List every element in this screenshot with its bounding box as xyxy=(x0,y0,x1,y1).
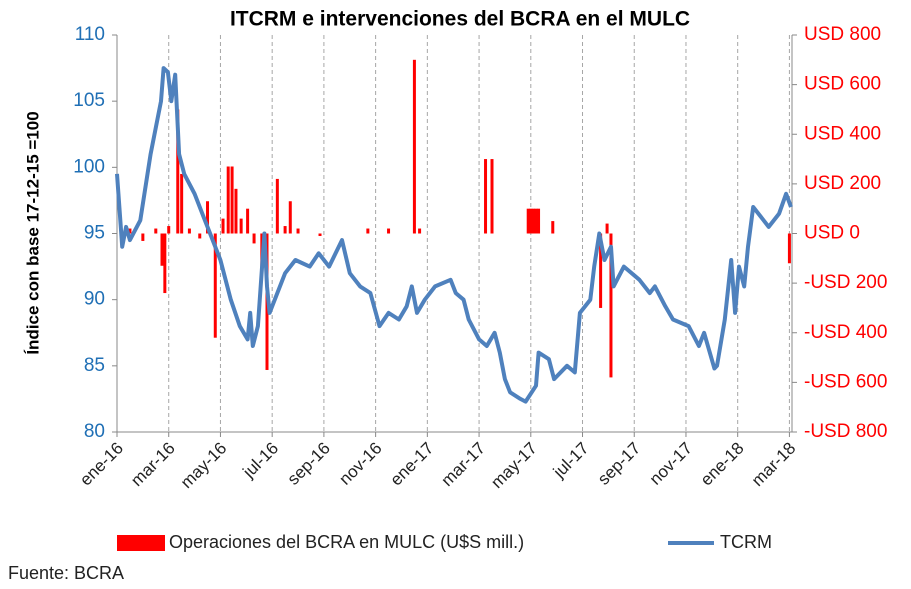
x-tick-label: ene-17 xyxy=(386,439,437,490)
y2-tick-label: -USD 600 xyxy=(804,371,887,392)
bar xyxy=(534,208,538,234)
x-tick-label: sep-17 xyxy=(594,439,644,489)
bar xyxy=(275,178,279,234)
bar xyxy=(154,228,158,234)
bar xyxy=(412,59,416,234)
bar xyxy=(484,159,488,234)
bar xyxy=(230,166,234,234)
y2-tick-label: USD 0 xyxy=(804,223,860,244)
bar xyxy=(180,173,184,234)
y2-tick-label: USD 800 xyxy=(804,24,881,45)
bar xyxy=(366,228,370,234)
y-tick-label: 100 xyxy=(73,156,105,177)
bar xyxy=(206,201,210,234)
y-tick-label: 105 xyxy=(73,90,105,111)
x-tick-label: jul-16 xyxy=(239,439,283,483)
bar xyxy=(167,226,171,234)
bar xyxy=(213,233,217,338)
x-tick-label: nov-16 xyxy=(335,439,385,489)
bar xyxy=(246,208,250,234)
y-tick-label: 90 xyxy=(84,289,105,310)
x-tick-label: sep-16 xyxy=(284,439,334,489)
bar xyxy=(141,233,145,241)
bar xyxy=(537,208,541,234)
legend-label: Operaciones del BCRA en MULC (U$S mill.) xyxy=(169,532,524,552)
bar xyxy=(226,166,230,234)
y2-tick-label: USD 200 xyxy=(804,173,881,194)
x-tick-label: ene-18 xyxy=(697,439,748,490)
bar xyxy=(551,221,555,234)
bar xyxy=(128,228,132,234)
bar xyxy=(599,233,603,308)
bar xyxy=(221,218,225,234)
x-tick-label: mar-18 xyxy=(748,439,800,491)
bar xyxy=(252,233,256,244)
x-tick-label: nov-17 xyxy=(646,439,696,489)
bar xyxy=(239,218,243,234)
bar xyxy=(288,201,292,234)
bar xyxy=(283,226,287,234)
y2-tick-label: -USD 400 xyxy=(804,322,887,343)
y-tick-label: 110 xyxy=(75,24,105,45)
source-note: Fuente: BCRA xyxy=(8,563,124,583)
bar xyxy=(529,208,533,234)
bar xyxy=(605,223,609,234)
bar xyxy=(160,233,164,266)
bar xyxy=(163,233,167,294)
bar xyxy=(787,233,791,264)
bar xyxy=(490,159,494,234)
x-tick-label: mar-17 xyxy=(438,439,490,491)
chart-title: ITCRM e intervenciones del BCRA en el MU… xyxy=(230,8,690,31)
legend-swatch xyxy=(117,535,165,551)
bar xyxy=(318,233,322,236)
x-tick-label: jul-17 xyxy=(549,439,593,483)
y2-tick-label: -USD 800 xyxy=(804,421,887,442)
bar xyxy=(418,228,422,234)
bar xyxy=(176,109,180,234)
bar xyxy=(531,208,535,234)
y-tick-label: 85 xyxy=(84,355,105,376)
bar xyxy=(387,228,391,234)
x-tick-label: ene-16 xyxy=(76,439,127,490)
line xyxy=(115,66,793,404)
bar xyxy=(198,233,202,239)
bar xyxy=(234,188,238,234)
y-tick-label: 95 xyxy=(84,223,105,244)
x-tick-label: may-16 xyxy=(177,439,231,493)
x-tick-label: may-17 xyxy=(487,439,541,493)
legend-label: TCRM xyxy=(720,532,772,552)
bar xyxy=(526,208,530,234)
bar xyxy=(296,228,300,234)
bar xyxy=(609,233,613,378)
y-tick-label: 80 xyxy=(84,421,105,442)
x-tick-label: mar-16 xyxy=(127,439,179,491)
y2-tick-label: -USD 200 xyxy=(804,272,887,293)
bar xyxy=(187,228,191,234)
y-axis-label: Índice con base 17-12-15 =100 xyxy=(23,111,42,354)
y2-tick-label: USD 400 xyxy=(804,123,881,144)
y2-tick-label: USD 600 xyxy=(804,74,881,95)
